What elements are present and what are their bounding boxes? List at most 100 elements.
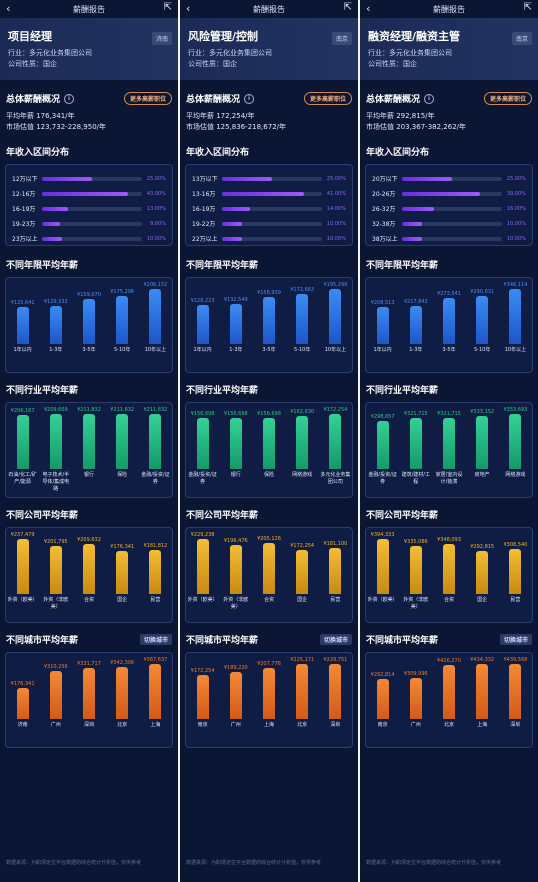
bar-category-label: 外资（非欧美） — [223, 597, 249, 610]
job-title: 风险管理/控制 — [188, 30, 259, 43]
chart-bar — [263, 297, 275, 344]
bar-value-label: ¥342,306 — [110, 659, 135, 666]
chart-bar — [83, 544, 95, 594]
bar-value-label: ¥290,631 — [470, 289, 495, 296]
dist-track — [222, 236, 322, 241]
bar-value-label: ¥310,256 — [43, 663, 68, 670]
dist-fill — [222, 221, 242, 226]
back-icon[interactable]: ‹ — [366, 2, 371, 15]
bar-value-label: ¥172,254 — [323, 406, 348, 413]
bar-value-label: ¥292,815 — [470, 543, 495, 550]
bar-value-label: ¥129,333 — [43, 299, 68, 306]
chart-bar — [229, 545, 242, 594]
dist-percent: 41.00% — [326, 190, 346, 197]
bar-value-label: ¥367,637 — [143, 656, 168, 663]
bar-value-label: ¥394,333 — [370, 531, 395, 538]
city-chart: ¥172,254 南京 ¥189,220 广州 ¥207,776 上海 ¥225,171 北京… — [185, 652, 353, 748]
overview-title: 总体薪酬概况 — [186, 95, 241, 105]
info-icon[interactable]: i — [424, 93, 435, 104]
bar-value-label: ¥176,341 — [110, 543, 135, 550]
bar-value-label: ¥333,152 — [470, 409, 495, 416]
bar-category-label: 5-10年 — [474, 347, 491, 353]
chart-bar — [263, 668, 275, 719]
chart-bar — [443, 298, 455, 344]
dist-track — [222, 176, 322, 181]
bar-value-label: ¥225,171 — [290, 657, 315, 664]
chart-bar — [49, 413, 62, 469]
dist-track — [402, 221, 502, 226]
bar-value-label: ¥331,717 — [77, 661, 101, 668]
dist-percent: 39.00% — [506, 190, 526, 197]
bar-value-label: ¥229,751 — [323, 656, 348, 663]
dist-track — [42, 191, 142, 196]
switch-city-button[interactable]: 切换城市 — [499, 634, 532, 645]
bar-category-label: 5-10年 — [294, 347, 311, 353]
bar-category-label: 1年以内 — [373, 347, 392, 353]
city-tag: 南京 — [511, 32, 532, 45]
dist-fill — [222, 176, 272, 181]
bar-category-label: 合资 — [443, 597, 454, 603]
info-icon[interactable]: i — [64, 93, 75, 104]
bar-value-label: ¥211,832 — [77, 406, 101, 413]
share-icon[interactable]: ⇱ — [163, 2, 172, 13]
switch-city-button[interactable]: 切换城市 — [139, 634, 172, 645]
chart-bar — [83, 299, 95, 344]
bar-category-label: 国企 — [477, 597, 488, 603]
dist-row: 13万以下 25.00% — [192, 171, 346, 186]
chart-bar — [443, 544, 455, 594]
market-estimate: 市场估值 123,732-228,950/年 — [6, 123, 107, 131]
dist-percent: 43.00% — [146, 190, 166, 197]
bar-value-label: ¥273,541 — [437, 291, 461, 298]
chart-bar — [329, 288, 342, 344]
bar-category-label: 建筑/建材/工程 — [401, 472, 430, 485]
company-title: 不同公司平均年薪 — [6, 511, 79, 521]
chart-bar — [16, 307, 29, 344]
dist-track — [222, 191, 322, 196]
job-header: 项目经理 济南 行业：多元化业务集团公司 公司性质：国企 — [0, 18, 178, 80]
income-distribution-card: 12万以下 25.00% 12-16万 43.00% 16-19万 13.00% 19-23… — [5, 164, 173, 246]
dist-percent: 9.00% — [150, 220, 166, 227]
dist-fill — [222, 191, 304, 196]
dist-row: 16-19万 14.00% — [192, 201, 346, 216]
industry-chart: ¥156,698 金融/投资/证券 ¥156,698 银行 ¥156,698 保险 ¥162… — [185, 402, 353, 498]
more-jobs-button[interactable]: 更多高薪职位 — [303, 92, 352, 105]
more-jobs-button[interactable]: 更多高薪职位 — [483, 92, 532, 105]
years-title: 不同年限平均年薪 — [186, 261, 259, 271]
bar-value-label: ¥434,332 — [470, 657, 495, 664]
bar-category-label: 上海 — [477, 722, 488, 728]
dist-percent: 10.00% — [326, 235, 346, 242]
bar-value-label: ¥181,812 — [143, 542, 168, 549]
dist-row: 26-32万 16.00% — [372, 201, 526, 216]
chart-bar — [409, 545, 422, 594]
chart-bar — [409, 677, 422, 719]
share-icon[interactable]: ⇱ — [523, 2, 532, 13]
chart-bar — [149, 288, 162, 344]
bar-category-label: 10年以上 — [144, 347, 167, 353]
dist-label: 13-16万 — [192, 191, 216, 198]
chart-bar — [116, 413, 129, 469]
dist-percent: 10.00% — [506, 235, 526, 242]
chart-bar — [196, 538, 209, 594]
bar-category-label: 外资（非欧美） — [403, 597, 429, 610]
share-icon[interactable]: ⇱ — [343, 2, 352, 13]
info-icon[interactable]: i — [244, 93, 255, 104]
overview-title: 总体薪酬概况 — [6, 95, 61, 105]
divider — [178, 0, 180, 882]
bar-category-label: 上海 — [150, 722, 161, 728]
bar-category-label: 家居/室内设计/装潢 — [435, 472, 463, 485]
bar-value-label: ¥353,693 — [503, 406, 528, 413]
company-nature-text: 公司性质：国企 — [368, 60, 417, 68]
bar-category-label: 1-3年 — [229, 347, 243, 353]
dist-percent: 14.00% — [326, 205, 346, 212]
years-chart: ¥208,513 1年以内 ¥217,843 1-3年 ¥273,541 3-5年 ¥290… — [365, 277, 533, 373]
more-jobs-button[interactable]: 更多高薪职位 — [123, 92, 172, 105]
chart-bar — [376, 538, 389, 594]
bar-category-label: 国企 — [117, 597, 128, 603]
bar-value-label: ¥217,843 — [403, 299, 428, 306]
back-icon[interactable]: ‹ — [6, 2, 11, 15]
chart-bar — [329, 413, 342, 469]
switch-city-button[interactable]: 切换城市 — [319, 634, 352, 645]
dist-row: 13-16万 41.00% — [192, 186, 346, 201]
back-icon[interactable]: ‹ — [186, 2, 191, 15]
company-chart: ¥394,333 外资（欧美） ¥335,086 外资（非欧美） ¥348,093 合资 ¥… — [365, 527, 533, 623]
